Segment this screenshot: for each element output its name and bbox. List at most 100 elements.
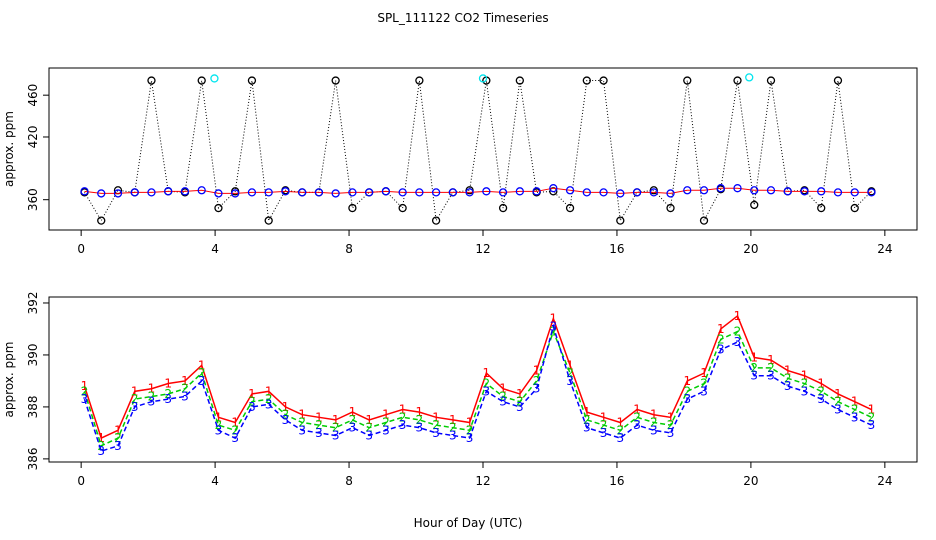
data-point	[599, 76, 608, 85]
data-marker: 3	[667, 426, 675, 440]
y-axis-label: approx. ppm	[2, 111, 16, 187]
data-marker: 1	[81, 379, 89, 393]
data-marker: 2	[801, 377, 809, 391]
data-point	[699, 186, 709, 195]
data-point	[431, 188, 441, 197]
data-marker: 2	[81, 384, 89, 398]
data-marker: 2	[248, 395, 256, 409]
data-point	[415, 188, 424, 197]
data-marker: 3	[566, 374, 574, 388]
y-tick-label: 390	[26, 343, 40, 366]
data-marker: 1	[382, 408, 390, 422]
data-marker: 2	[315, 418, 323, 432]
data-point	[833, 76, 843, 85]
data-marker: 2	[349, 413, 357, 427]
data-marker: 3	[399, 418, 407, 432]
y-tick-label: 392	[26, 292, 40, 315]
x-tick-label: 4	[211, 474, 219, 488]
data-point	[214, 189, 223, 198]
data-point	[113, 189, 123, 198]
data-marker: 1	[282, 400, 290, 414]
data-marker: 1	[633, 403, 641, 417]
data-marker: 3	[81, 392, 89, 406]
data-marker: 2	[784, 371, 792, 385]
data-marker: 3	[683, 392, 691, 406]
data-point	[766, 186, 776, 195]
data-point	[850, 188, 859, 197]
data-point	[247, 188, 257, 197]
data-marker: 3	[817, 392, 825, 406]
data-marker: 3	[382, 423, 390, 437]
data-marker: 1	[817, 377, 825, 391]
data-marker: 3	[550, 319, 558, 333]
data-marker: 3	[215, 423, 223, 437]
data-marker: 3	[298, 423, 306, 437]
data-point	[733, 76, 742, 85]
data-point	[565, 186, 575, 195]
data-marker: 3	[700, 384, 708, 398]
data-marker: 3	[767, 369, 775, 383]
y-axis-label: approx. ppm	[2, 342, 16, 418]
y-tick-label: 420	[26, 126, 40, 149]
data-marker: 1	[466, 416, 474, 430]
data-point	[817, 187, 826, 196]
data-marker: 3	[516, 400, 524, 414]
data-marker: 1	[600, 410, 608, 424]
data-marker: 3	[616, 431, 624, 445]
data-point	[582, 188, 591, 197]
data-point	[348, 188, 357, 197]
data-marker: 3	[583, 421, 591, 435]
data-marker: 3	[466, 431, 474, 445]
data-marker: 3	[650, 423, 658, 437]
data-marker: 1	[349, 405, 357, 419]
data-marker: 2	[198, 366, 206, 380]
data-point	[616, 189, 625, 198]
data-point	[331, 76, 340, 85]
data-marker: 1	[215, 410, 223, 424]
data-point	[783, 187, 792, 196]
data-marker: 2	[499, 390, 507, 404]
data-point	[532, 187, 541, 196]
data-point	[210, 74, 219, 83]
data-marker: 3	[483, 384, 491, 398]
data-marker: 1	[616, 416, 624, 430]
data-marker: 3	[784, 379, 792, 393]
data-point	[298, 188, 307, 197]
data-marker: 2	[533, 374, 541, 388]
data-point	[130, 188, 139, 197]
data-marker: 1	[265, 384, 273, 398]
data-point	[264, 188, 273, 197]
data-point	[666, 203, 675, 213]
data-point	[683, 76, 692, 85]
data-marker: 2	[667, 418, 675, 432]
series-line	[83, 323, 872, 453]
data-marker: 1	[399, 403, 407, 417]
data-point	[699, 216, 709, 225]
data-point	[314, 188, 324, 197]
data-marker: 2	[148, 390, 156, 404]
data-point	[745, 73, 754, 82]
data-marker: 1	[416, 405, 424, 419]
x-tick-label: 16	[609, 474, 624, 488]
data-point	[147, 76, 156, 85]
data-point	[448, 188, 458, 197]
data-point	[733, 184, 742, 193]
data-marker: 1	[868, 403, 876, 417]
data-marker: 2	[616, 423, 624, 437]
data-point	[331, 189, 340, 198]
data-marker: 2	[817, 384, 825, 398]
data-marker: 1	[198, 358, 206, 372]
series-line	[84, 187, 872, 194]
data-marker: 2	[734, 325, 742, 339]
data-marker: 1	[516, 387, 524, 401]
data-marker: 1	[164, 377, 172, 391]
data-marker: 1	[734, 309, 742, 323]
data-point	[478, 74, 488, 83]
data-marker: 2	[382, 416, 390, 430]
data-marker: 3	[750, 369, 758, 383]
data-point	[431, 216, 441, 225]
data-point	[197, 76, 206, 85]
data-marker: 2	[181, 382, 189, 396]
data-point	[766, 76, 776, 85]
